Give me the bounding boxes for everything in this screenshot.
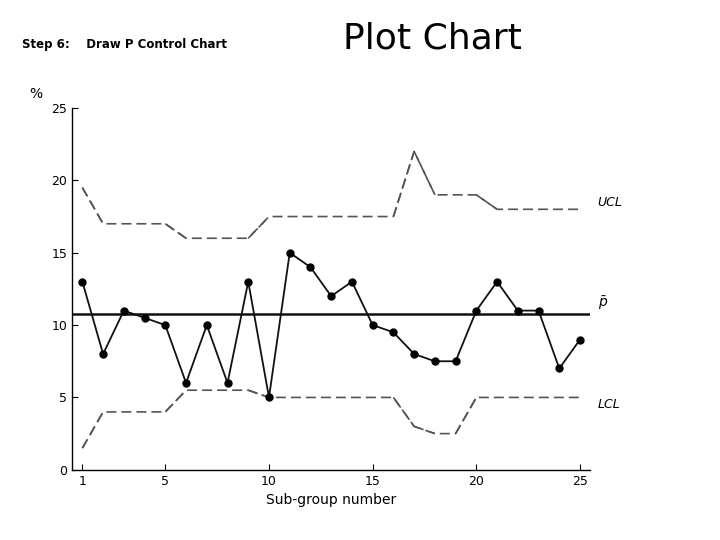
Text: %: %: [29, 87, 42, 101]
Text: Plot Chart: Plot Chart: [343, 22, 521, 56]
Text: $\bar{p}$: $\bar{p}$: [598, 294, 608, 312]
X-axis label: Sub-group number: Sub-group number: [266, 493, 396, 507]
Text: LCL: LCL: [598, 398, 621, 411]
Text: Step 6:    Draw P Control Chart: Step 6: Draw P Control Chart: [22, 38, 227, 51]
Text: UCL: UCL: [598, 195, 623, 208]
